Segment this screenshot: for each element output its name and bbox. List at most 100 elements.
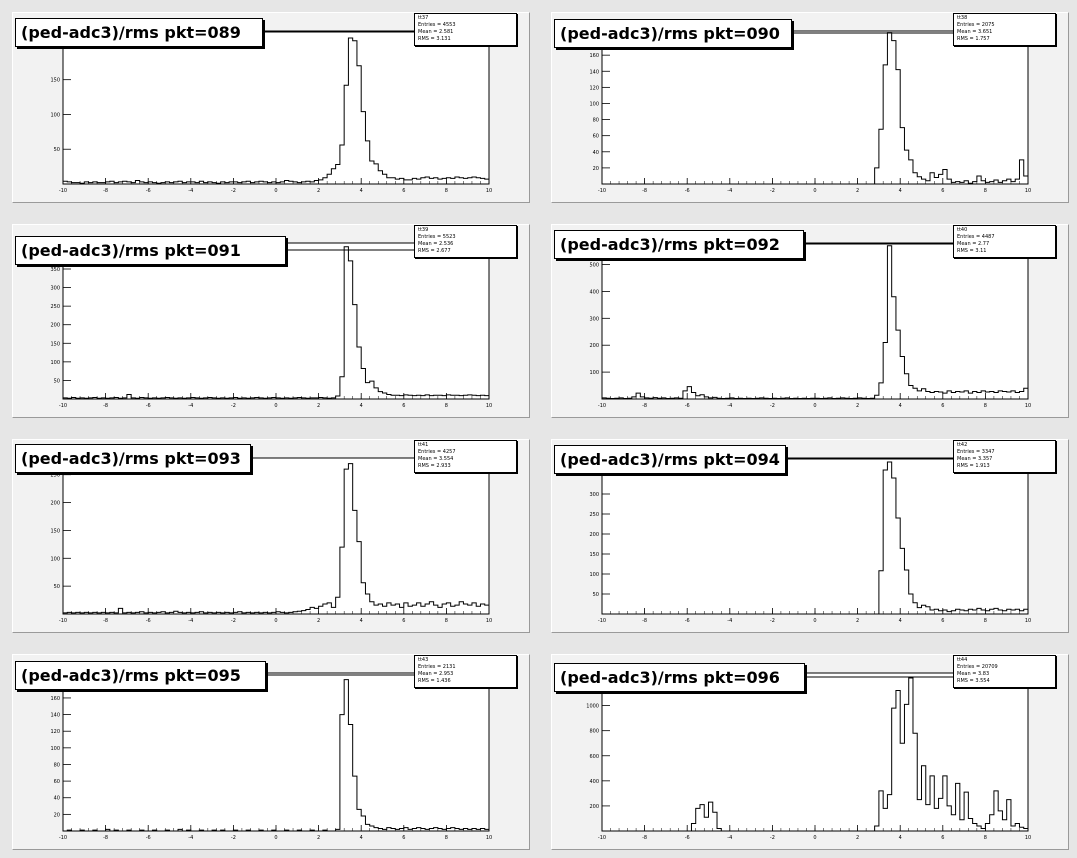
y-tick-label: 160 (50, 696, 60, 702)
histogram-bin (302, 611, 306, 614)
histogram-bin (101, 612, 105, 614)
histogram-bin (246, 830, 250, 831)
histogram-bin (229, 613, 233, 614)
histogram-bin (255, 182, 259, 184)
histogram-bin (956, 609, 960, 614)
histogram-bin (336, 165, 340, 184)
histogram-bin (106, 613, 110, 614)
histogram-bin (76, 183, 80, 184)
histogram-bin (998, 811, 1002, 831)
histogram-bin (387, 828, 391, 831)
histogram-bin (853, 398, 857, 399)
histogram-bin (1024, 609, 1028, 614)
histogram-bin (472, 829, 476, 831)
histogram-bin (276, 183, 280, 184)
histogram-bin (480, 178, 484, 184)
x-tick-label: 8 (984, 188, 987, 194)
histogram-bin (463, 395, 467, 399)
histogram-bin (80, 613, 84, 614)
y-tick-label: 150 (50, 78, 60, 84)
histogram-bin (917, 391, 921, 399)
histogram-bin (323, 178, 327, 184)
histogram-bin (468, 178, 472, 184)
y-tick-label: 500 (589, 263, 599, 269)
histogram-bin (451, 178, 455, 184)
histogram-bin (67, 398, 71, 399)
histogram-bin (131, 613, 135, 614)
y-tick-label: 40 (593, 150, 599, 156)
histogram-bin (412, 829, 416, 831)
plot-frame (601, 672, 1029, 832)
histogram-bin (310, 182, 314, 184)
x-tick-label: 10 (486, 835, 492, 841)
histogram-bin (811, 398, 815, 399)
histogram-bin (446, 603, 450, 614)
histogram-bin (442, 396, 446, 399)
histogram-bin (977, 176, 981, 184)
histogram-bin (794, 398, 798, 399)
histogram-bin (632, 397, 636, 399)
histogram-bin (960, 392, 964, 399)
histogram-bin (246, 398, 250, 399)
histogram-bin (365, 594, 369, 614)
x-tick-label: 4 (360, 618, 363, 624)
stats-box: tt44 Entries = 20709 Mean = 3.83 RMS = 3.55… (953, 655, 1056, 688)
histogram-bin (391, 605, 395, 614)
histogram-title: (ped-adc3)/rms pkt=092 (554, 230, 804, 259)
histogram-bin (476, 606, 480, 614)
x-tick-label: -10 (59, 835, 67, 841)
histogram-bin (195, 612, 199, 614)
histogram-bin (84, 612, 88, 614)
histogram-bin (951, 393, 955, 399)
histogram-bin (157, 183, 161, 184)
histogram-bin (383, 829, 387, 831)
histogram-bin (977, 393, 981, 399)
histogram-bin (140, 830, 144, 831)
histogram-bin (250, 398, 254, 399)
y-tick-label: 200 (589, 343, 599, 349)
x-tick-label: -4 (188, 188, 193, 194)
histogram-bin (1015, 823, 1019, 831)
histogram-bin (704, 817, 708, 831)
histogram-bin (909, 160, 913, 184)
histogram-bin (374, 388, 378, 399)
histogram-bin (67, 830, 71, 831)
stats-name: tt41 (418, 442, 429, 448)
histogram-bin (917, 800, 921, 831)
histogram-bin (615, 398, 619, 399)
histogram-bin (973, 823, 977, 831)
histogram-bin (391, 178, 395, 184)
histogram-bin (1011, 182, 1015, 184)
histogram-bin (892, 478, 896, 614)
histogram-bin (408, 180, 412, 184)
histogram-bin (985, 611, 989, 614)
histogram-bin (336, 597, 340, 614)
histogram-bin (106, 398, 110, 399)
histogram-bin (476, 829, 480, 831)
y-tick-label: 200 (589, 804, 599, 810)
histogram-bin (170, 398, 174, 399)
histogram-bin (229, 182, 233, 184)
x-tick-label: 8 (445, 188, 448, 194)
stats-box: tt37 Entries = 4553 Mean = 2.581 RMS = 3.13… (414, 13, 517, 46)
histogram-bin (412, 396, 416, 399)
histogram-bin (985, 823, 989, 831)
histogram-bin (883, 343, 887, 399)
histogram-bin (63, 613, 67, 614)
histogram-bin (123, 398, 127, 399)
stats-rms: RMS = 3.554 (957, 678, 990, 684)
stats-name: tt37 (418, 15, 429, 21)
stats-entries: Entries = 4553 (418, 22, 456, 28)
histogram-bin (118, 398, 122, 399)
histogram-bin (148, 612, 152, 614)
histogram-bin (76, 612, 80, 614)
histogram-bin (259, 613, 263, 614)
histogram-bin (314, 181, 318, 184)
histogram-bin (1007, 179, 1011, 184)
histogram-bin (751, 398, 755, 399)
stats-entries: Entries = 2131 (418, 664, 456, 670)
histogram-bin (195, 398, 199, 399)
histogram-bin (777, 398, 781, 399)
histogram-bin (421, 606, 425, 614)
x-tick-label: 6 (402, 188, 405, 194)
